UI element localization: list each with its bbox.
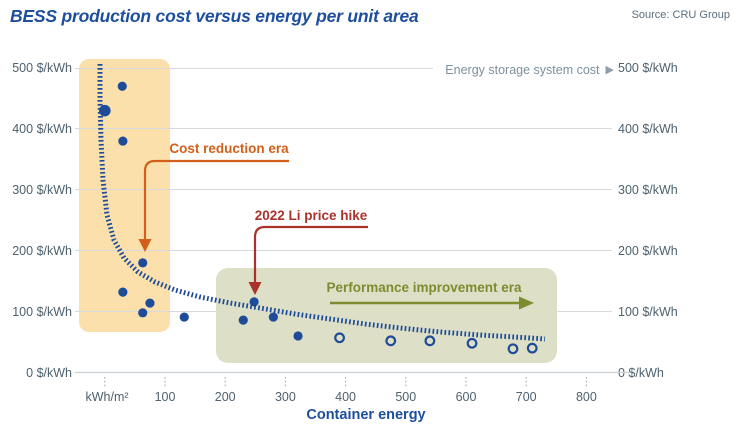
right-triangle-icon: ▶	[605, 63, 614, 76]
x-tick-700: 700	[515, 390, 537, 404]
performance-improvement-arrow	[330, 296, 534, 310]
x-axis-title: Container energy	[306, 407, 426, 423]
historical-cost-point	[293, 331, 303, 341]
right-axis-note-row: Energy storage system cost ▶	[360, 62, 614, 78]
x-tick-500: 500	[395, 390, 417, 404]
y-tick-left-200: 200 $/kWh	[12, 243, 72, 258]
historical-cost-point	[117, 81, 127, 91]
y-tick-left-0: 0 $/kWh	[26, 365, 72, 380]
trend-curve	[97, 64, 546, 342]
historical-cost-point	[249, 297, 259, 307]
annotation-cost-reduction-era: Cost reduction era	[169, 141, 289, 156]
y-tick-right-0: 0 $/kWh	[618, 365, 664, 380]
x-tick-400: 400	[335, 390, 357, 404]
gridline-500	[75, 67, 433, 69]
historical-cost-point	[118, 287, 128, 297]
projected-cost-point	[334, 332, 345, 344]
projected-cost-point	[526, 342, 538, 354]
gridline-400	[75, 128, 612, 130]
historical-cost-point	[145, 298, 155, 308]
projected-cost-point	[466, 337, 478, 349]
y-tick-right-100: 100 $/kWh	[618, 304, 678, 319]
x-tick-200: 200	[214, 390, 236, 404]
historical-cost-point	[238, 315, 248, 325]
historical-cost-point	[138, 258, 148, 268]
source-label: Source: CRU Group	[631, 9, 730, 21]
gridline-300	[75, 189, 612, 191]
y-tick-right-300: 300 $/kWh	[618, 182, 678, 197]
trend-curve-path	[97, 64, 546, 342]
historical-cost-point	[138, 308, 148, 318]
li-price-hike-arrow	[248, 225, 368, 295]
x-tick-100: 100	[154, 390, 176, 404]
historical-cost-point	[118, 136, 128, 146]
y-tick-left-500: 500 $/kWh	[12, 61, 72, 75]
axis-lines	[75, 371, 630, 387]
y-tick-left-400: 400 $/kWh	[12, 121, 72, 136]
right-axis-note: Energy storage system cost	[445, 63, 600, 77]
x-tick-300: 300	[274, 390, 296, 404]
data-points	[99, 81, 538, 355]
projected-cost-point	[424, 335, 436, 347]
y-tick-left-300: 300 $/kWh	[12, 182, 72, 197]
annotation-li-price-hike: 2022 Li price hike	[254, 208, 368, 223]
y-tick-right-200: 200 $/kWh	[618, 243, 678, 258]
gridline-200	[75, 250, 612, 252]
projected-cost-point	[507, 343, 519, 355]
x-tick-800: 800	[575, 390, 597, 404]
cost-reduction-arrow	[138, 159, 289, 252]
chart-title: BESS production cost versus energy per u…	[10, 6, 419, 26]
y-tick-right-400: 400 $/kWh	[618, 121, 678, 136]
annotation-performance-improvement-era: Performance improvement era	[326, 280, 522, 295]
cost-reduction-era-region	[79, 59, 170, 332]
historical-cost-point	[179, 312, 189, 322]
historical-cost-point	[268, 312, 278, 322]
x-tick-600: 600	[455, 390, 477, 404]
y-tick-left-100: 100 $/kWh	[12, 304, 72, 319]
projected-cost-point	[385, 335, 397, 347]
y-tick-right-500: 500 $/kWh	[618, 61, 678, 75]
x-unit-label: kWh/m²	[85, 390, 129, 404]
historical-cost-point	[99, 104, 111, 117]
